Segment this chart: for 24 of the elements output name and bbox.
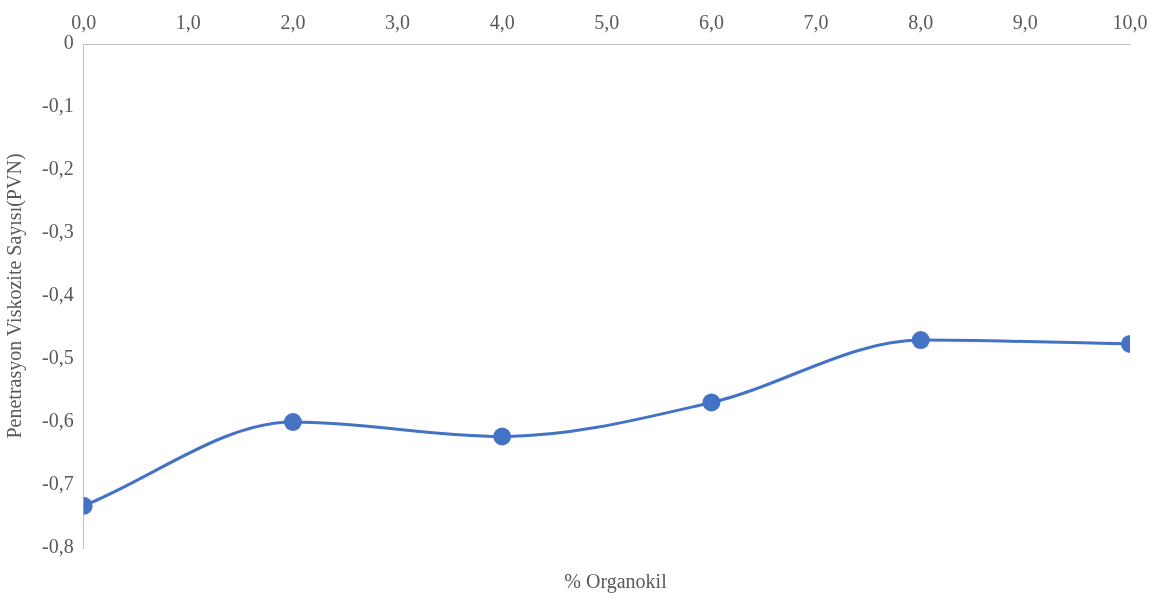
x-tick-label: 3,0 <box>385 11 411 34</box>
y-tick-label: -0,6 <box>41 409 74 432</box>
y-tick-label: -0,8 <box>41 535 74 558</box>
x-tick-label: 6,0 <box>698 11 724 34</box>
x-tick-label: 0,0 <box>71 11 97 34</box>
y-tick-label: 0 <box>63 31 74 54</box>
y-tick-label: -0,1 <box>41 94 74 117</box>
x-axis-title: % Organokil <box>563 570 668 593</box>
y-tick-label: -0,2 <box>41 157 74 180</box>
point <box>702 393 721 412</box>
point <box>493 427 512 446</box>
y-tick-label: -0,5 <box>41 346 74 369</box>
y-axis-title: Penetrasyon Viskozite Sayısı(PVN) <box>3 153 27 439</box>
x-tick-label: 1,0 <box>175 11 201 34</box>
x-tick-label: 4,0 <box>489 11 515 34</box>
x-tick-label: 9,0 <box>1012 11 1038 34</box>
y-tick-label: -0,7 <box>41 472 74 495</box>
y-tick-label: -0,3 <box>41 220 74 243</box>
x-tick-label: 7,0 <box>803 11 829 34</box>
y-tick-label: -0,4 <box>41 283 74 306</box>
x-tick-label: 10,0 <box>1112 11 1148 34</box>
x-tick-label: 8,0 <box>908 11 934 34</box>
x-tick-label: 5,0 <box>594 11 620 34</box>
x-tick-label: 2,0 <box>280 11 306 34</box>
